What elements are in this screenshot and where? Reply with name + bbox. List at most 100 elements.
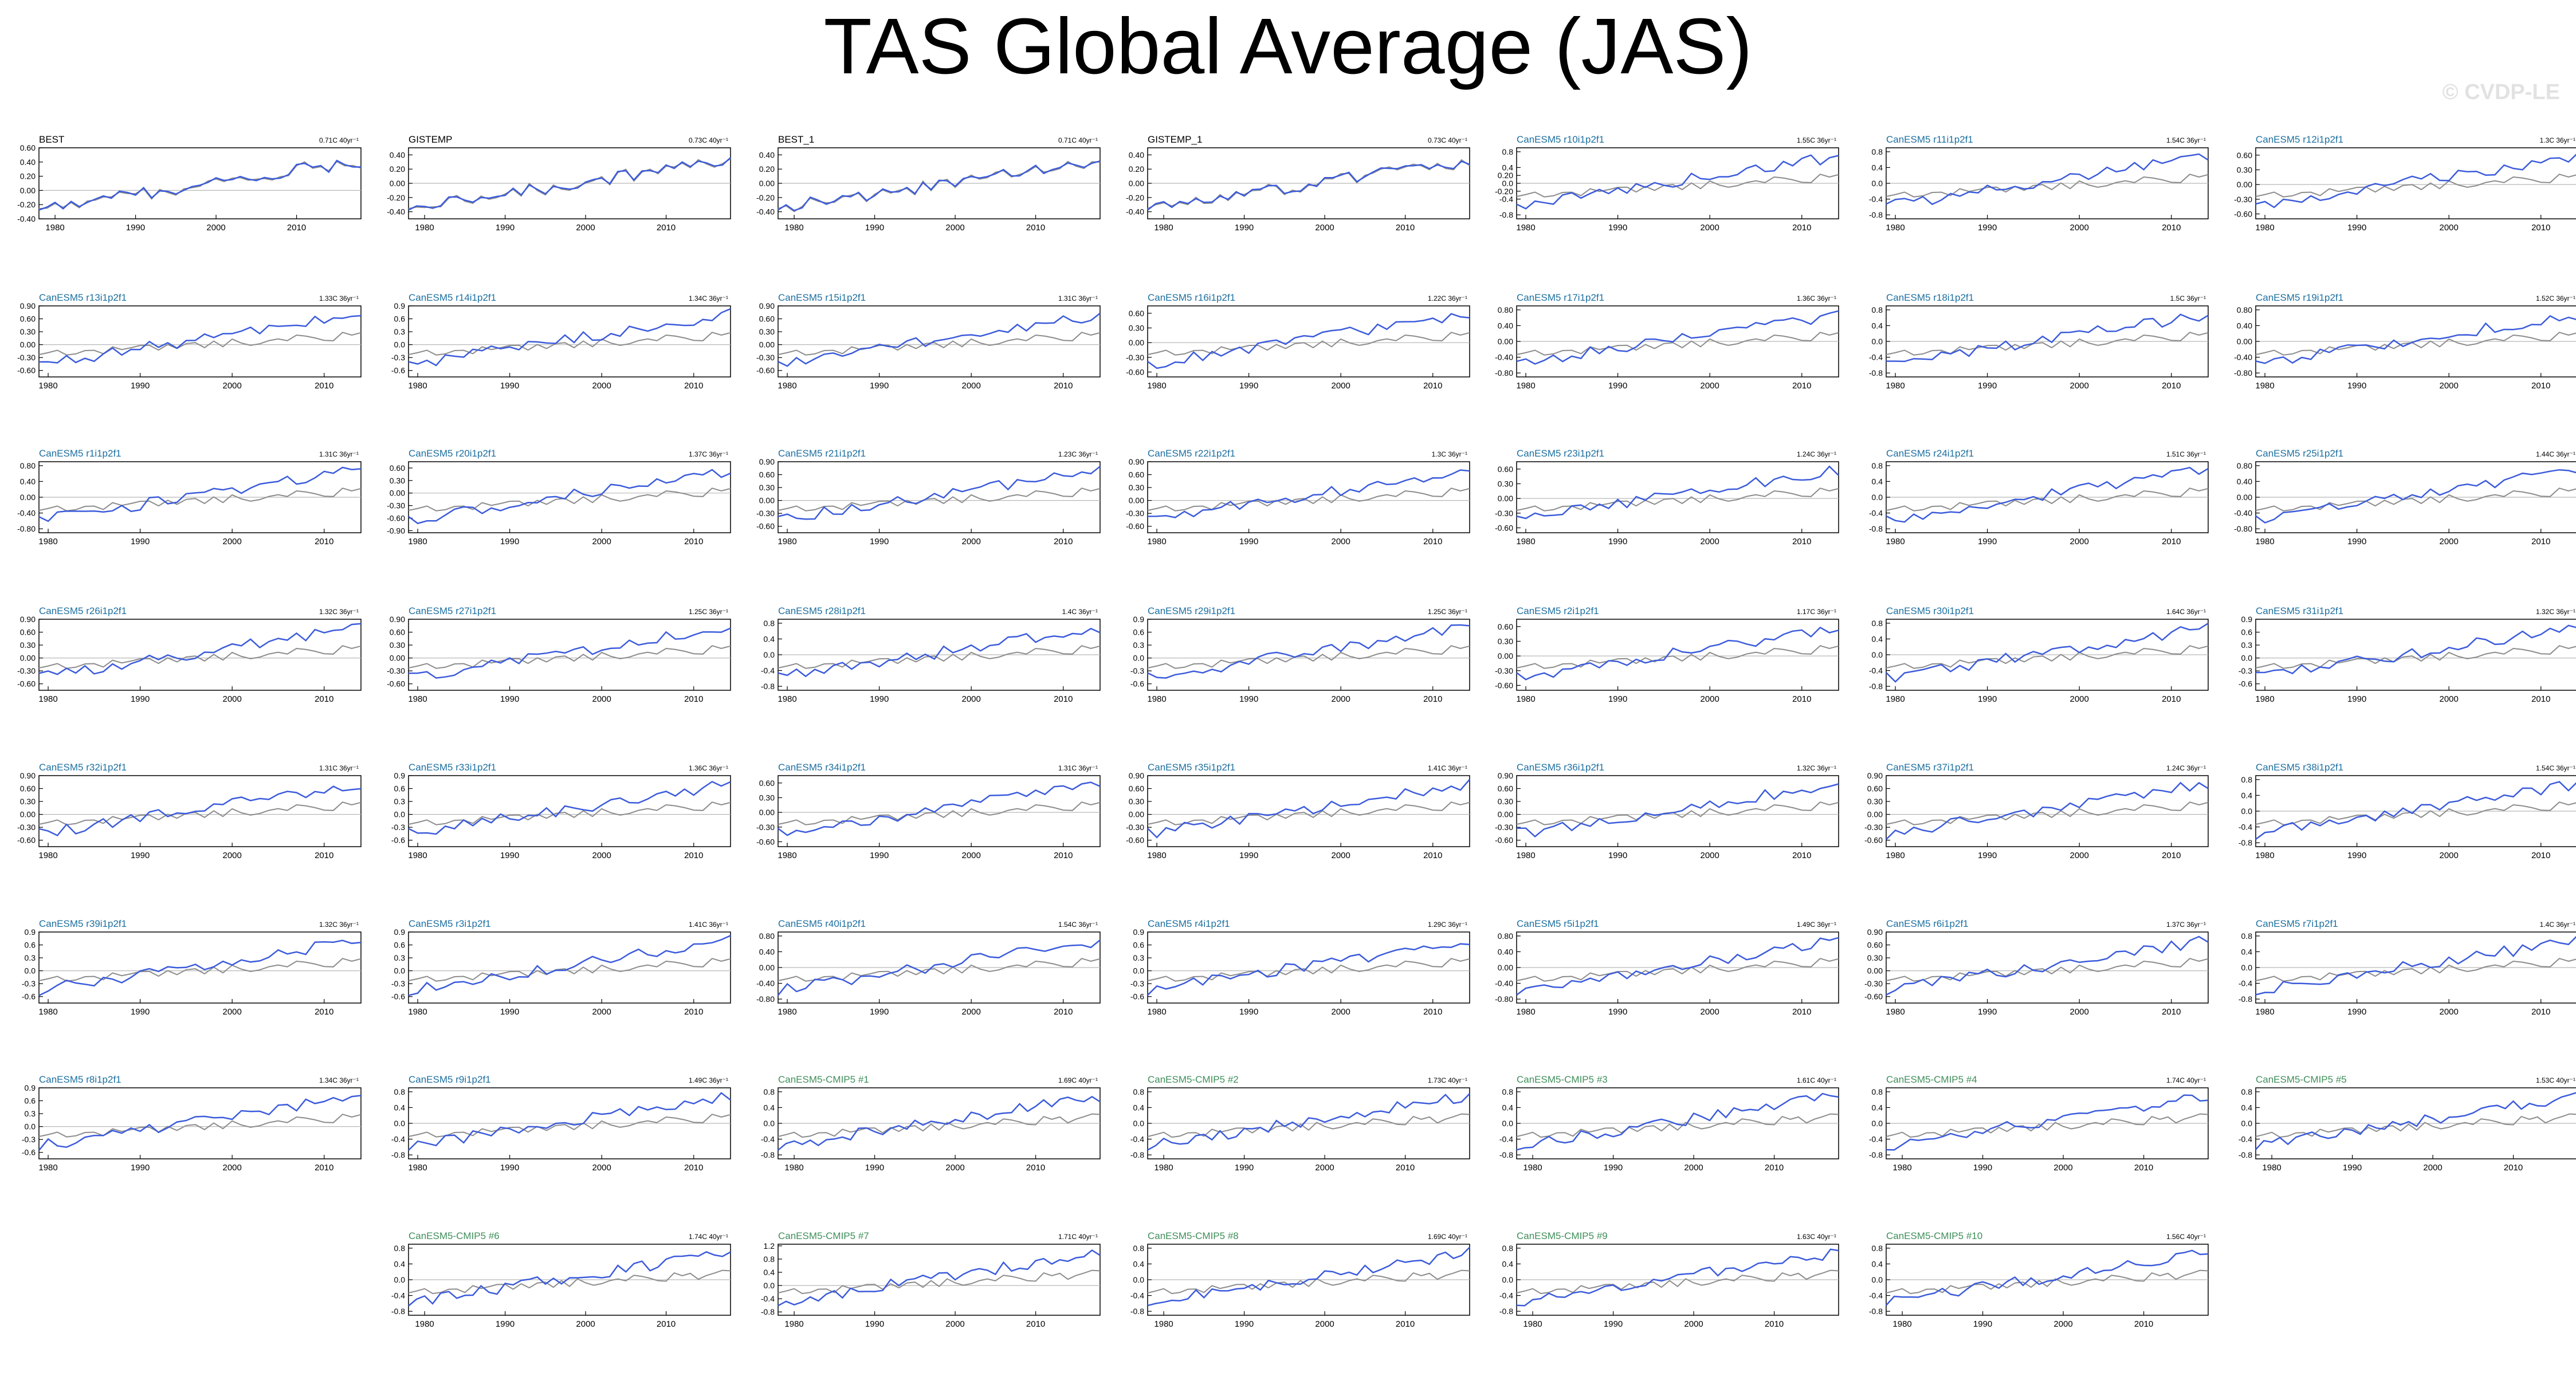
x-tick-label: 1980 bbox=[1516, 851, 1535, 860]
model-series-line bbox=[38, 466, 362, 522]
x-tick-label: 1980 bbox=[45, 223, 64, 233]
series-line bbox=[408, 157, 731, 211]
model-series-line bbox=[777, 939, 1101, 996]
x-tick-label: 1990 bbox=[1608, 381, 1627, 391]
x-tick-label: 1980 bbox=[1523, 1163, 1542, 1173]
y-tick-label: -0.6 bbox=[1130, 679, 1144, 689]
x-tick-label: 1990 bbox=[1973, 1163, 1992, 1173]
panel-title: CanESM5 r29i1p2f1 bbox=[1148, 605, 1235, 616]
y-tick-label: -0.8 bbox=[2239, 1150, 2252, 1159]
y-tick-label: 0.40 bbox=[1498, 321, 1513, 330]
y-tick-label: -0.20 bbox=[17, 200, 36, 209]
y-tick-label: 0.6 bbox=[394, 941, 406, 950]
x-tick-label: 1990 bbox=[1608, 694, 1627, 704]
model-series-line bbox=[408, 1092, 731, 1151]
y-tick-label: -0.4 bbox=[1869, 1135, 1883, 1144]
y-tick-label: 0.6 bbox=[2241, 628, 2253, 637]
x-tick-label: 1980 bbox=[1516, 1007, 1535, 1017]
panel-title: CanESM5-CMIP5 #5 bbox=[2256, 1074, 2347, 1085]
obs-series-line bbox=[1516, 332, 1839, 356]
x-tick-label: 2000 bbox=[1701, 381, 1719, 391]
x-tick-label: 2000 bbox=[2070, 381, 2089, 391]
chart-panel: CanESM5-CMIP5 #10 1.56C 40yr⁻¹ -0.8 -0.4 0.0… bbox=[1869, 1230, 2209, 1329]
x-tick-label: 2010 bbox=[1792, 694, 1811, 704]
y-tick-label: -0.20 bbox=[1126, 193, 1144, 202]
x-tick-label: 2000 bbox=[1332, 1007, 1350, 1017]
x-tick-label: 2000 bbox=[1701, 694, 1719, 704]
panel-frame bbox=[1886, 931, 2209, 1004]
panel-title: CanESM5 r40i1p2f1 bbox=[778, 918, 866, 929]
x-tick-label: 1990 bbox=[500, 851, 519, 860]
x-tick-label: 1980 bbox=[777, 1007, 796, 1017]
chart-panel: CanESM5-CMIP5 #4 1.74C 40yr⁻¹ -0.8 -0.4 0.0 0… bbox=[1869, 1074, 2209, 1173]
x-tick-label: 2010 bbox=[2162, 1007, 2181, 1017]
model-series-line bbox=[408, 935, 731, 996]
panel-title: CanESM5-CMIP5 #2 bbox=[1148, 1074, 1239, 1085]
y-tick-label: 0.4 bbox=[1502, 163, 1514, 172]
obs-series-line bbox=[38, 645, 362, 669]
chart-panel: CanESM5 r36i1p2f1 1.32C 36yr⁻¹ -0.60 -0.30 0… bbox=[1495, 762, 1839, 860]
panel-frame bbox=[777, 775, 1101, 847]
chart-panel: CanESM5 r31i1p2f1 1.32C 36yr⁻¹ -0.6 -0.3 0.0… bbox=[2239, 605, 2576, 704]
obs-series-line bbox=[1886, 487, 2209, 512]
y-tick-label: 0.4 bbox=[764, 1268, 775, 1277]
x-tick-label: 2010 bbox=[2162, 381, 2181, 391]
chart-panel: CanESM5 r17i1p2f1 1.36C 36yr⁻¹ -0.80 -0.40 0… bbox=[1495, 292, 1839, 391]
y-tick-label: 0.40 bbox=[759, 150, 775, 159]
y-tick-label: 0.0 bbox=[1502, 179, 1514, 188]
x-tick-label: 2010 bbox=[657, 223, 676, 233]
chart-panel: GISTEMP_1 0.73C 40yr⁻¹ -0.40 -0.20 0.00 0.20 0… bbox=[1126, 134, 1470, 233]
panel-trend: 1.64C 36yr⁻¹ bbox=[2166, 608, 2206, 616]
x-tick-label: 2000 bbox=[2053, 1163, 2072, 1173]
y-tick-label: 0.0 bbox=[764, 1281, 775, 1290]
y-tick-label: -0.8 bbox=[1499, 1307, 1513, 1316]
panel-title: CanESM5 r33i1p2f1 bbox=[409, 762, 496, 773]
x-tick-label: 1980 bbox=[784, 1163, 803, 1173]
model-series-line bbox=[38, 939, 362, 997]
chart-panel: CanESM5 r27i1p2f1 1.25C 36yr⁻¹ -0.60 -0.30 0… bbox=[387, 605, 731, 704]
y-tick-label: -0.30 bbox=[17, 353, 36, 362]
y-tick-label: 0.8 bbox=[764, 1087, 775, 1096]
x-tick-label: 1980 bbox=[1154, 223, 1173, 233]
x-tick-label: 2000 bbox=[1684, 1163, 1703, 1173]
panel-trend: 1.3C 36yr⁻¹ bbox=[1432, 450, 1467, 458]
y-tick-label: 0.0 bbox=[25, 1122, 36, 1131]
x-tick-label: 2010 bbox=[1423, 694, 1442, 704]
x-tick-label: 2000 bbox=[1332, 537, 1350, 546]
model-series-line bbox=[1886, 1094, 2209, 1151]
panel-trend: 1.24C 36yr⁻¹ bbox=[1797, 450, 1836, 458]
x-tick-label: 2000 bbox=[592, 537, 611, 546]
y-tick-label: 0.80 bbox=[1498, 931, 1513, 941]
x-tick-label: 1990 bbox=[870, 381, 889, 391]
model-series-line bbox=[1516, 626, 1839, 681]
obs-series-line bbox=[1516, 958, 1839, 982]
y-tick-label: 0.0 bbox=[25, 966, 36, 976]
x-tick-label: 1980 bbox=[1516, 223, 1535, 233]
panel-trend: 1.32C 36yr⁻¹ bbox=[319, 608, 359, 616]
chart-panel: CanESM5-CMIP5 #3 1.61C 40yr⁻¹ -0.8 -0.4 0.0 0… bbox=[1499, 1074, 1839, 1173]
y-tick-label: -0.8 bbox=[1869, 1307, 1883, 1316]
x-tick-label: 1990 bbox=[870, 537, 889, 546]
y-tick-label: 0.60 bbox=[20, 143, 36, 152]
x-tick-label: 1990 bbox=[870, 694, 889, 704]
x-tick-label: 1980 bbox=[2255, 537, 2274, 546]
y-tick-label: -0.8 bbox=[1869, 368, 1883, 378]
x-tick-label: 2000 bbox=[1701, 537, 1719, 546]
y-tick-label: 0.60 bbox=[1129, 784, 1144, 793]
x-tick-label: 1990 bbox=[1239, 537, 1258, 546]
y-tick-label: 0.0 bbox=[1133, 966, 1145, 976]
y-tick-label: 0.00 bbox=[390, 654, 405, 663]
x-tick-label: 1990 bbox=[500, 381, 519, 391]
chart-panel: CanESM5 r4i1p2f1 1.29C 36yr⁻¹ -0.6 -0.3 0.0 0… bbox=[1130, 918, 1470, 1017]
y-tick-label: 0.0 bbox=[1872, 1275, 1883, 1284]
x-tick-label: 1980 bbox=[1886, 694, 1904, 704]
y-tick-label: 0.60 bbox=[759, 778, 775, 788]
panel-title: CanESM5 r25i1p2f1 bbox=[2256, 448, 2343, 459]
obs-series-line bbox=[777, 801, 1101, 825]
x-tick-label: 2010 bbox=[1054, 1007, 1073, 1017]
chart-panel: CanESM5 r15i1p2f1 1.31C 36yr⁻¹ -0.60 -0.30 0… bbox=[756, 292, 1101, 391]
y-tick-label: 0.90 bbox=[20, 301, 36, 310]
panel-title: CanESM5 r35i1p2f1 bbox=[1148, 762, 1235, 773]
x-tick-label: 1980 bbox=[1154, 1163, 1173, 1173]
model-series-line bbox=[1516, 1248, 1839, 1307]
